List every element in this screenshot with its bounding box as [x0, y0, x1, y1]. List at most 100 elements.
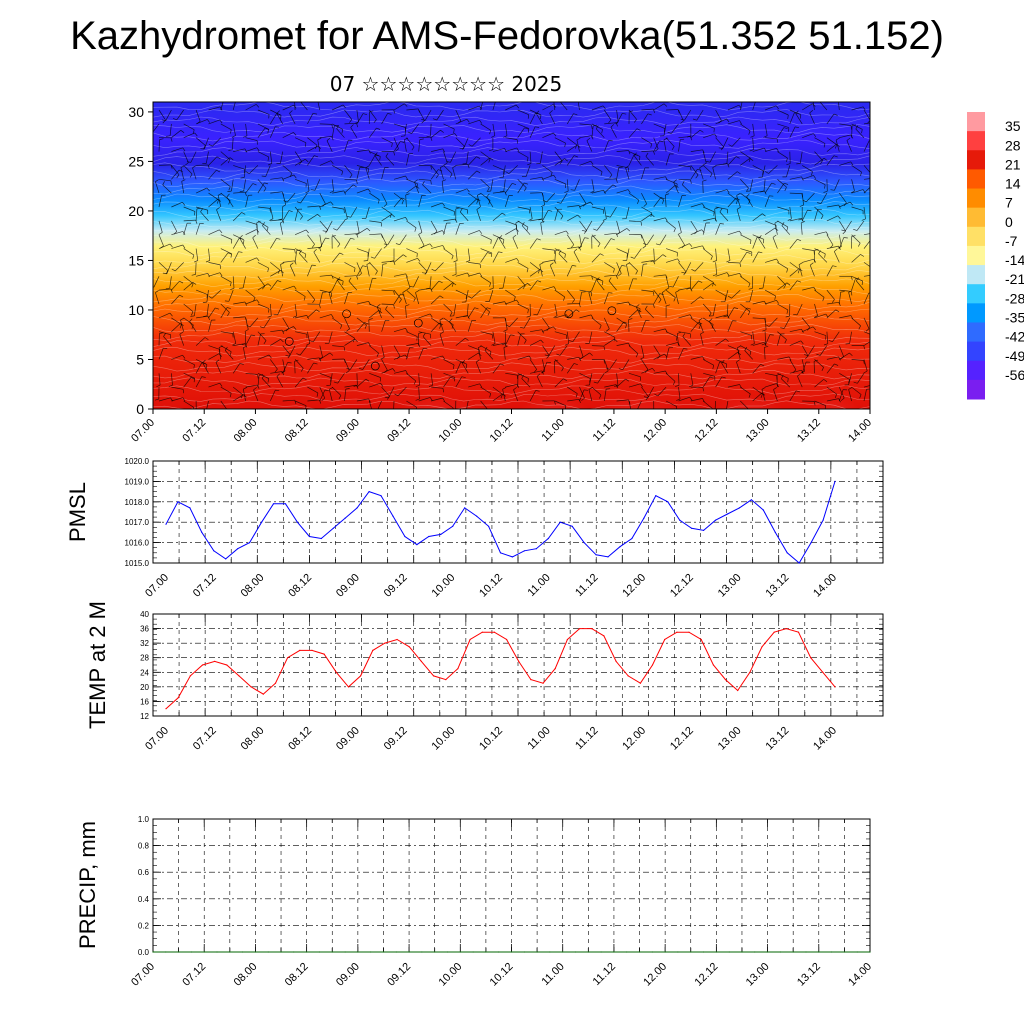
wind-barb: [369, 310, 379, 319]
wind-barb: [492, 102, 496, 111]
wind-barb-flag: [414, 227, 417, 232]
wind-barb: [690, 317, 701, 326]
wind-barb: [220, 303, 230, 313]
wind-barb-flag: [813, 133, 817, 138]
wind-barb-flag: [461, 359, 466, 364]
wind-barb: [242, 276, 246, 289]
wind-barb: [393, 123, 406, 128]
wind-barb-flag: [304, 142, 307, 147]
wind-barb: [505, 258, 517, 263]
wind-barb: [243, 179, 246, 192]
wind-barb: [153, 276, 160, 288]
data-point: [750, 499, 753, 501]
wind-barb-flag: [505, 171, 510, 174]
wind-barb-flag: [312, 112, 318, 115]
wind-barb-flag: [553, 250, 556, 255]
wind-barb: [863, 341, 870, 346]
wind-barb-flag: [383, 245, 388, 249]
wind-barb-flag: [430, 136, 433, 142]
wind-barb: [468, 262, 481, 265]
colorbar-swatch: [967, 188, 985, 209]
wind-barb-flag: [769, 334, 774, 336]
heatmap-field: [153, 102, 878, 412]
wind-barb: [190, 151, 197, 163]
wind-barb: [331, 279, 338, 291]
wind-barb-flag: [776, 258, 779, 263]
wind-barb-flag: [783, 127, 788, 130]
wind-barb: [319, 160, 331, 166]
wind-barb-flag: [558, 250, 562, 254]
wind-barb-flag: [787, 114, 789, 120]
wind-barb-flag: [709, 318, 713, 322]
wind-barb: [328, 389, 333, 402]
wind-barb: [646, 234, 654, 245]
wind-barb: [505, 289, 516, 297]
x-tick-label: 12.12: [668, 572, 696, 600]
wind-barb: [158, 243, 171, 249]
wind-barb: [579, 192, 587, 204]
wind-barb: [764, 383, 777, 388]
data-point: [613, 951, 615, 953]
data-point: [754, 951, 756, 953]
wind-barb-flag: [654, 148, 659, 152]
wind-barb: [344, 122, 357, 125]
wind-barb: [196, 272, 208, 277]
wind-barb-flag: [835, 137, 840, 141]
wind-barb-flag: [712, 282, 717, 286]
wind-barb: [517, 206, 530, 210]
wind-barb-flag: [748, 200, 751, 205]
wind-barb: [476, 209, 481, 222]
wind-barb-flag: [306, 343, 310, 346]
wind-barb-flag: [553, 315, 558, 318]
wind-barb-flag: [450, 376, 455, 379]
colorbar-swatch: [967, 131, 985, 151]
data-point: [274, 682, 277, 684]
wind-barb-flag: [405, 217, 408, 221]
x-tick-label: 13.00: [716, 725, 744, 753]
data-point: [499, 552, 502, 554]
wind-barb-flag: [828, 340, 833, 343]
wind-barb-flag: [871, 239, 875, 241]
data-point: [396, 638, 398, 641]
wind-barb: [299, 345, 308, 356]
contour-line: [153, 285, 870, 295]
wind-barb-flag: [719, 208, 723, 213]
wind-barb: [328, 331, 333, 344]
wind-barb: [542, 132, 554, 139]
data-point: [651, 951, 653, 953]
wind-barb: [465, 290, 469, 302]
wind-barb-flag: [636, 304, 640, 308]
wind-barb-flag: [786, 282, 791, 286]
wind-barb: [826, 398, 839, 402]
wind-barb: [289, 345, 296, 357]
wind-barb: [249, 317, 259, 328]
wind-barb: [554, 206, 564, 217]
wind-barb: [418, 220, 423, 233]
wind-barb: [797, 375, 803, 388]
wind-barb: [834, 179, 840, 191]
wind-barb: [690, 322, 699, 332]
data-point: [690, 951, 692, 953]
wind-barb: [449, 321, 457, 332]
wind-barb: [245, 299, 257, 305]
wind-barb-flag: [176, 174, 180, 179]
wind-barb-flag: [612, 184, 617, 188]
wind-barb: [653, 254, 664, 263]
wind-barb: [653, 103, 665, 111]
wind-barb-flag: [669, 285, 674, 288]
wind-barb: [406, 137, 415, 148]
wind-barb-flag: [834, 248, 838, 252]
wind-barb: [740, 276, 751, 284]
wind-barb: [802, 175, 814, 180]
wind-barb-flag: [305, 229, 309, 234]
data-point: [284, 503, 287, 505]
wind-barb: [740, 345, 752, 352]
wind-barb-flag: [848, 379, 850, 384]
calm-circle: [284, 337, 294, 346]
wind-barb-flag: [267, 283, 272, 287]
wind-barb-flag: [343, 346, 346, 351]
data-point: [761, 646, 763, 648]
wind-barb: [319, 123, 332, 125]
wind-barb-flag: [632, 411, 636, 412]
wind-barb-flag: [876, 384, 878, 387]
